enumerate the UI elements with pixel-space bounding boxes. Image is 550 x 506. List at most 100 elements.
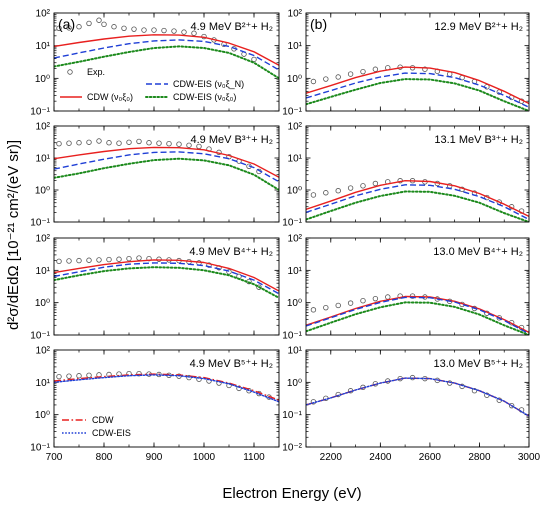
y-tick-label: 10⁻¹ xyxy=(282,331,302,342)
y-tick-label: 10¹ xyxy=(36,41,51,52)
y-tick-label: 10² xyxy=(288,234,303,245)
exp-data-point xyxy=(131,26,137,32)
exp-data-point xyxy=(66,373,72,379)
series-line-cdw-eis- xyxy=(306,301,529,335)
y-tick-label: 10¹ xyxy=(288,41,303,52)
x-tick-label: 900 xyxy=(146,452,163,463)
panel-title: 13.1 MeV B³⁺+ H₂ xyxy=(434,134,523,146)
exp-data-point xyxy=(161,27,167,34)
exp-data-point xyxy=(335,188,341,194)
plot-area xyxy=(54,138,279,191)
exp-data-point xyxy=(397,293,403,299)
panel-a2: 10⁻¹ 10⁰ 10¹ 10² 4.9 MeV B³⁺+ H₂ xyxy=(30,122,280,229)
exp-data-point xyxy=(360,68,366,75)
y-tick-label: 10² xyxy=(36,9,51,20)
legend-label: CDW-EIS xyxy=(92,428,131,438)
series-line-cdw-eis-n- xyxy=(306,184,529,221)
exp-data-point xyxy=(56,140,62,147)
exp-data-point xyxy=(116,140,122,146)
panel-b2: 10⁻¹ 10⁰ 10¹ 10² 13.1 MeV B³⁺+ H₂ xyxy=(282,122,530,229)
exp-data-point xyxy=(156,140,162,146)
exp-data-point xyxy=(171,28,177,34)
y-tick-label: 10⁰ xyxy=(287,74,302,85)
panel-title: 4.9 MeV B⁵⁺+ H₂ xyxy=(190,358,273,370)
y-tick-label: 10⁰ xyxy=(35,410,50,421)
series-line-cdw- xyxy=(306,180,529,218)
exp-data-point xyxy=(335,74,341,80)
series-line-cdw-eis-n- xyxy=(306,72,529,108)
plot-frame xyxy=(305,349,530,448)
y-tick-label: 10⁻¹ xyxy=(282,107,302,118)
exp-data-point xyxy=(360,298,366,304)
exp-data-point xyxy=(86,257,92,263)
series-line-cdw- xyxy=(54,146,279,178)
exp-data-point xyxy=(347,300,354,306)
panel-b3: 10⁻¹ 10⁰ 10¹ 10² 13.0 MeV B⁴⁺+ H₂ xyxy=(282,234,530,342)
y-tick-label: 10⁻¹ xyxy=(30,331,50,342)
y-tick-label: 10⁻¹ xyxy=(30,218,50,229)
exp-data-point xyxy=(56,258,62,265)
y-tick-label: 10² xyxy=(36,346,51,357)
x-tick-label: 700 xyxy=(46,452,63,463)
series-line-cdw-eis-n- xyxy=(54,151,279,183)
y-tick-label: 10⁰ xyxy=(35,186,50,197)
panel-a1: 10⁻¹ 10⁰ 10¹ 10² 4.9 MeV B²⁺+ H₂ (a) Exp. CDW-E… xyxy=(30,9,280,118)
legend-entry: CDW-EIS (ν₀ξ_N) xyxy=(146,79,244,89)
y-tick-label: 10⁰ xyxy=(287,186,302,197)
y-tick-label: 10² xyxy=(288,9,303,20)
exp-data-point xyxy=(76,257,82,264)
exp-data-point xyxy=(101,21,107,28)
y-tick-label: 10² xyxy=(36,122,51,133)
exp-data-point xyxy=(86,372,92,379)
exp-data-point xyxy=(126,139,132,145)
exp-data-point xyxy=(310,78,317,85)
plot-area xyxy=(54,17,279,80)
panel-letter: (b) xyxy=(310,16,327,32)
series-line-cdw-eis- xyxy=(54,45,279,80)
plot-area xyxy=(306,293,529,335)
exp-data-point xyxy=(56,25,62,32)
exp-data-point xyxy=(176,141,182,147)
exp-data-point xyxy=(186,142,192,148)
series-line-cdw-eis xyxy=(306,377,529,417)
exp-data-point xyxy=(136,138,142,145)
panel-b1: 10⁻¹ 10⁰ 10¹ 10² 12.9 MeV B²⁺+ H₂ (b) xyxy=(282,9,530,118)
panel-title: 4.9 MeV B³⁺+ H₂ xyxy=(190,134,273,146)
plot-frame xyxy=(53,349,280,448)
legend-label: CDW-EIS (ν₀ξ_N) xyxy=(173,79,244,89)
plot-frame xyxy=(305,237,530,336)
plot-area xyxy=(306,374,529,417)
legend-entry: CDW xyxy=(62,415,114,425)
exp-data-point xyxy=(471,388,478,394)
series-line-cdw-eis-n- xyxy=(54,39,279,71)
exp-data-point xyxy=(106,256,112,263)
exp-data-point xyxy=(372,295,379,302)
y-tick-label: 10¹ xyxy=(36,378,51,389)
y-tick-label: 10⁻¹ xyxy=(282,218,302,229)
exp-data-point xyxy=(86,139,92,145)
exp-data-point xyxy=(323,76,329,82)
exp-data-point xyxy=(151,27,157,33)
exp-data-point xyxy=(96,17,102,23)
exp-data-point xyxy=(191,30,197,36)
y-tick-label: 10⁰ xyxy=(35,298,50,309)
legend-entry: CDW-EIS (ν₀ξ₀) xyxy=(145,92,236,102)
panel-title: 13.0 MeV B⁵⁺+ H₂ xyxy=(433,358,523,370)
legend-label: CDW (ν₀ξ₀) xyxy=(87,92,133,102)
plot-area xyxy=(306,178,529,222)
exp-data-point xyxy=(66,140,72,146)
panel-letter: (a) xyxy=(58,16,75,32)
x-tick-label: 800 xyxy=(96,452,113,463)
plot-area xyxy=(306,64,529,111)
exp-data-point xyxy=(76,373,82,379)
panel-a4: 10⁻¹ 10⁰ 10¹ 10² 700 800 900 1000 1100 4.9 MeV B⁵… xyxy=(30,346,280,463)
exp-data-point xyxy=(251,56,257,63)
exp-data-point xyxy=(126,255,132,262)
y-tick-label: 10¹ xyxy=(288,346,303,357)
x-tick-label: 1100 xyxy=(243,452,265,463)
plot-frame xyxy=(53,125,280,223)
exp-data-point xyxy=(66,25,72,31)
y-tick-label: 10¹ xyxy=(36,266,51,277)
series-line-cdw- xyxy=(306,295,529,334)
